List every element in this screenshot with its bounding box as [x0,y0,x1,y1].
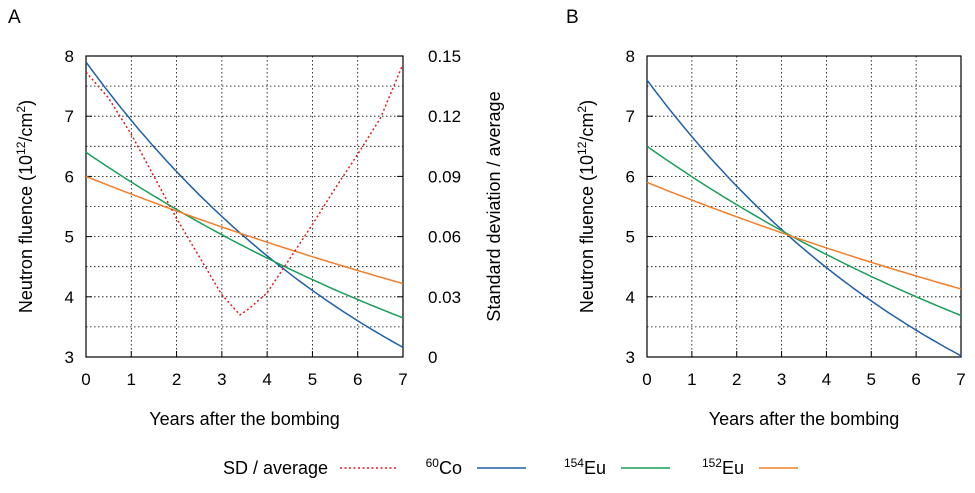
y-tick-label: 8 [65,47,74,66]
x-tick-label: 1 [687,370,696,389]
x-tick-label: 3 [217,370,226,389]
legend-label-sd: SD / average [223,458,328,478]
y-axis-label-part: 2 [14,106,28,113]
y-tick-label: 4 [626,288,635,307]
y-axis-label-part: ) [577,100,597,106]
y-tick-label: 5 [65,228,74,247]
y2-tick-label: 0 [428,348,437,367]
y2-tick-label: 0.03 [428,288,461,307]
panel-label: A [8,7,21,28]
x-tick-label: 2 [172,370,181,389]
x-tick-label: 1 [127,370,136,389]
x-tick-label: 7 [956,370,965,389]
y-tick-label: 6 [65,167,74,186]
legend-label-co60: 60Co [426,456,462,478]
y-tick-label: 7 [626,107,635,126]
y-tick-label: 3 [626,348,635,367]
x-tick-label: 6 [911,370,920,389]
series-line-co60 [646,79,962,357]
x-axis-label: Years after the bombing [149,409,339,429]
x-tick-label: 0 [81,370,90,389]
plot-frame [646,55,962,358]
y-tick-label: 8 [626,47,635,66]
series-line-co60 [85,61,404,349]
x-tick-label: 6 [353,370,362,389]
x-tick-label: 3 [777,370,786,389]
series-line-sd [85,63,404,316]
y2-tick-label: 0.06 [428,228,461,247]
y-tick-label: 3 [65,348,74,367]
y2-axis-label: Standard deviation / average [484,91,504,321]
legend: SD / average 60Co 154Eu 152Eu [223,456,798,478]
x-tick-label: 5 [867,370,876,389]
y-axis-label-part: ) [16,100,36,106]
chart-panel-a: A0 1 2 3 4 5 6 734567800.030.060.090.120.15Stan… [8,7,504,429]
y-axis-label-part: 12 [575,141,589,155]
series-line-eu154 [85,151,404,319]
y2-tick-label: 0.09 [428,167,461,186]
y-axis-label-part: 2 [575,106,589,113]
y-axis-label-part: 12 [14,141,28,155]
y2-tick-label: 0.15 [428,47,461,66]
y-axis-label-part: /cm [577,113,597,142]
y-tick-label: 6 [626,167,635,186]
y-tick-label: 7 [65,107,74,126]
legend-label-eu154: 154Eu [564,456,606,478]
legend-label-text: Eu [722,458,744,478]
series-line-eu154 [646,145,962,317]
y-axis-label-part: Neutron fluence (10 [16,155,36,313]
legend-label-sup: 154 [564,456,584,470]
y-axis-label-part: Neutron fluence (10 [577,155,597,313]
x-tick-label: 0 [642,370,651,389]
y-axis-label-part: /cm [16,113,36,142]
x-tick-label: 4 [822,370,831,389]
y-tick-label: 4 [65,288,74,307]
y-axis-label: Neutron fluence (1012/cm2) [14,100,36,313]
y-axis-label: Neutron fluence (1012/cm2) [575,100,597,313]
legend-label-sup: 152 [702,456,722,470]
series-line-eu152 [646,181,962,290]
x-tick-label: 2 [732,370,741,389]
x-tick-label: 5 [308,370,317,389]
x-axis-label: Years after the bombing [709,409,899,429]
plot-frame [85,55,404,358]
series-line-eu152 [85,175,404,285]
y2-tick-label: 0.12 [428,107,461,126]
legend-label-text: Co [439,458,462,478]
y-tick-label: 5 [626,228,635,247]
legend-label-eu152: 152Eu [702,456,744,478]
x-tick-label: 7 [398,370,407,389]
legend-label-sup: 60 [426,456,440,470]
panel-label: B [566,7,579,28]
x-tick-label: 4 [262,370,271,389]
legend-label-text: Eu [584,458,606,478]
